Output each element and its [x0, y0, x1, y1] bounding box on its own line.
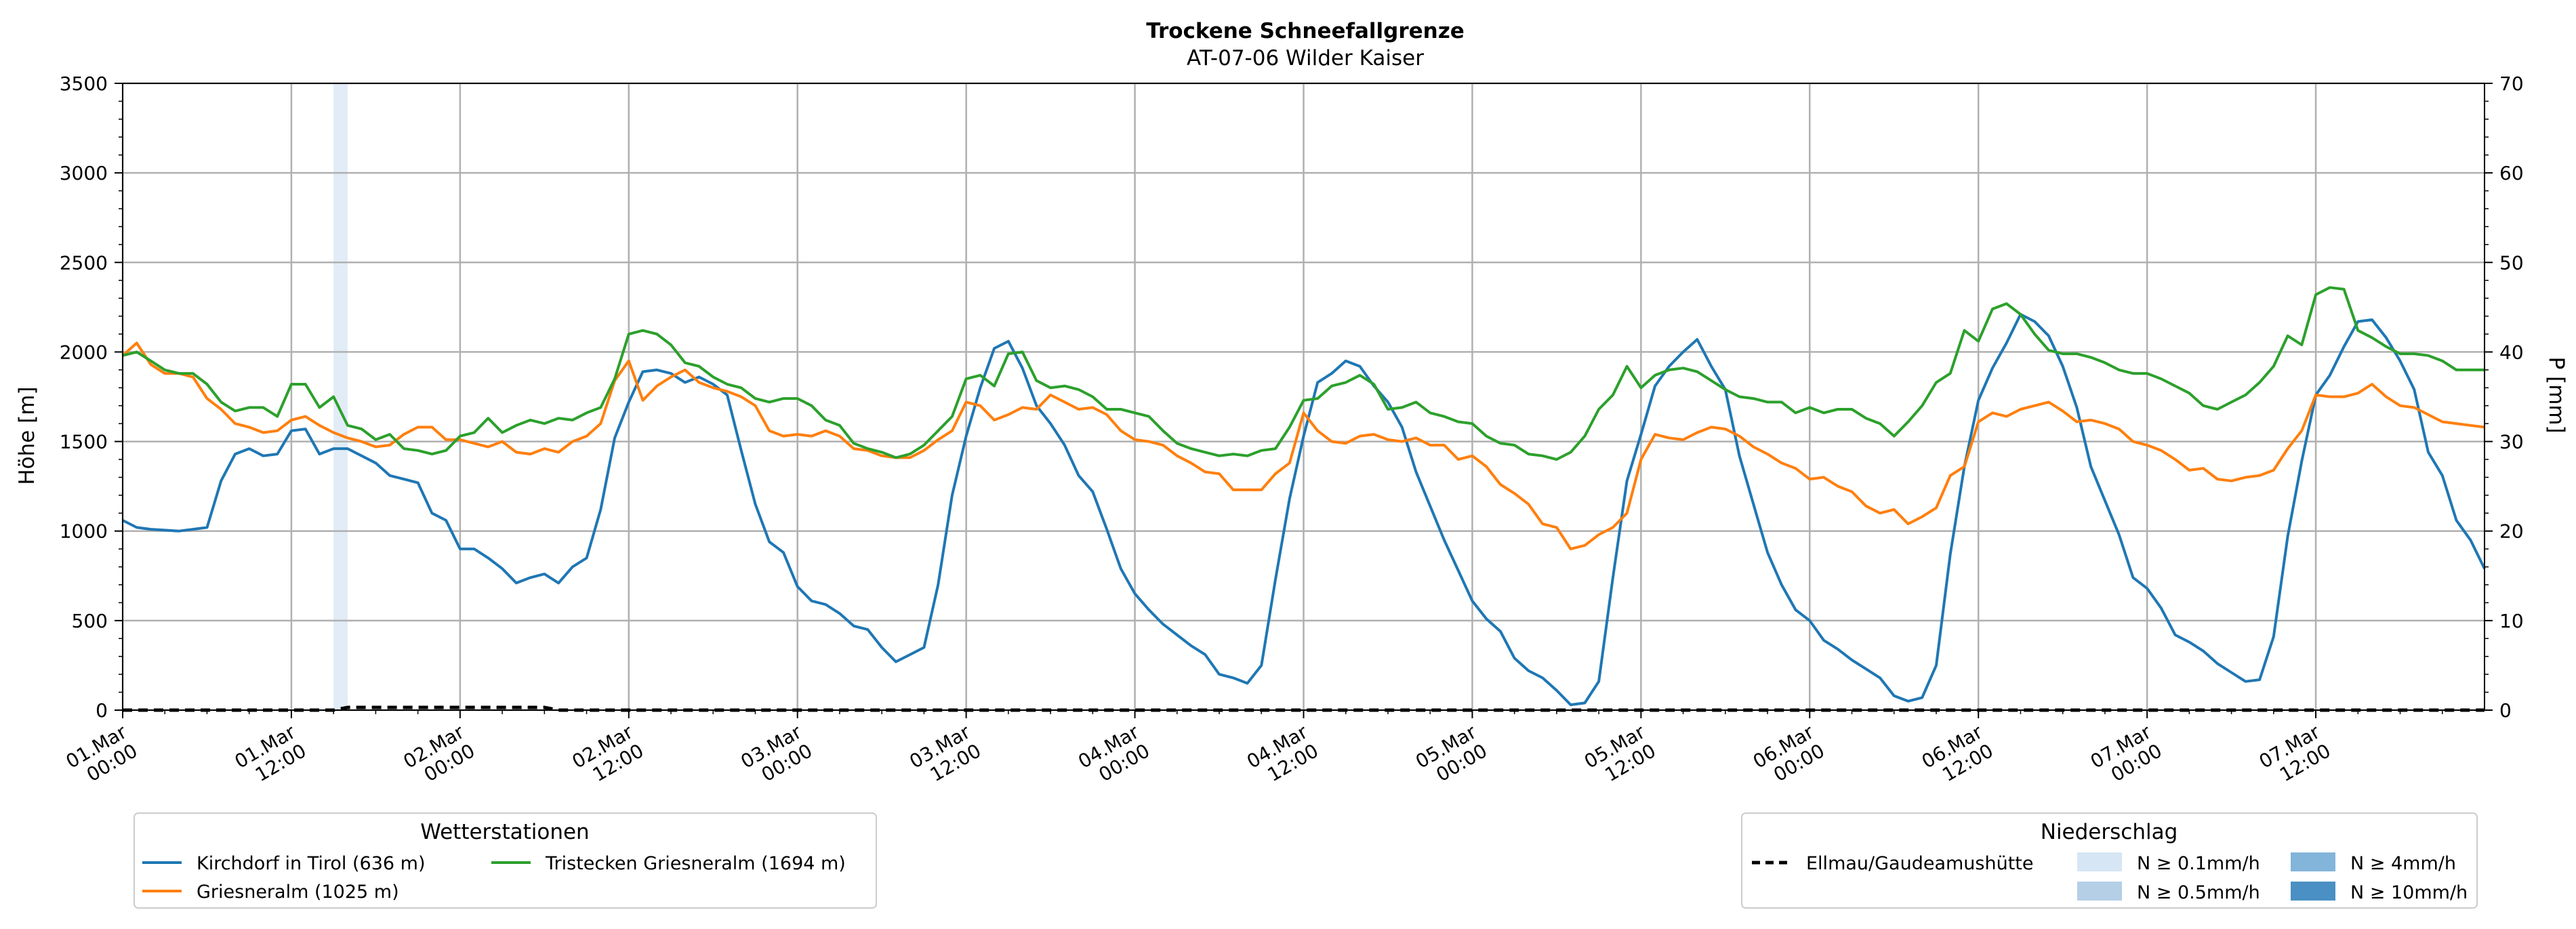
legend-precip-title: Niederschlag	[2041, 820, 2178, 844]
y-tick-label-5: 2500	[60, 251, 108, 274]
y-tick-label-7: 3500	[60, 73, 108, 95]
legend-swatch-level-3	[2291, 852, 2335, 871]
y-right-tick-label-3: 30	[2499, 431, 2524, 453]
y-right-tick-label-1: 10	[2499, 610, 2524, 632]
series-line-1	[121, 342, 2485, 551]
y-tick-label-3: 1500	[60, 431, 108, 453]
legend-swatch-level-2	[2077, 882, 2122, 901]
legend-stations-title: Wetterstationen	[420, 820, 589, 844]
y-right-tick-label-6: 60	[2499, 162, 2524, 184]
y-tick-label-0: 0	[96, 699, 108, 722]
chart-title: Trockene Schneefallgrenze	[1146, 19, 1465, 43]
legend-label-ellmau: Ellmau/Gaudeamushütte	[1806, 853, 2033, 874]
legend-swatch-level-1	[2077, 852, 2122, 871]
legend-stations: Wetterstationen Kirchdorf in Tirol (636 …	[134, 812, 877, 909]
y-right-tick-label-5: 50	[2499, 251, 2524, 274]
precipitation-band	[333, 83, 348, 710]
y-right-tick-label-0: 0	[2499, 699, 2512, 722]
legend-label-tristecken: Tristecken Griesneralm (1694 m)	[545, 853, 846, 874]
y-right-tick-label-2: 20	[2499, 520, 2524, 543]
y-tick-label-1: 500	[72, 610, 108, 632]
legend-label-level-2: N ≥ 0.5mm/h	[2137, 882, 2260, 903]
legend-swatch-level-4	[2291, 882, 2335, 901]
series-line-2	[122, 286, 2485, 461]
y-tick-label-4: 2000	[60, 341, 108, 363]
legend-stations-frame	[134, 812, 877, 909]
y-tick-label-2: 1000	[60, 520, 108, 543]
legend-label-kirchdorf: Kirchdorf in Tirol (636 m)	[197, 853, 425, 874]
precipitation-band-layer	[333, 83, 348, 710]
y-right-tick-label-7: 70	[2499, 73, 2524, 95]
legend-precipitation: Niederschlag Ellmau/Gaudeamushütte N ≥ 0…	[1741, 812, 2478, 909]
legend-label-level-1: N ≥ 0.1mm/h	[2137, 853, 2260, 874]
series-layer	[121, 286, 2486, 707]
y-right-tick-label-4: 40	[2499, 341, 2524, 363]
y-axis-right-label: P [mm]	[2544, 356, 2569, 433]
series-line-0	[122, 312, 2486, 707]
y-axis-label: Höhe [m]	[15, 386, 39, 484]
legend-label-griesneralm: Griesneralm (1025 m)	[197, 882, 399, 903]
legend-label-level-4: N ≥ 10mm/h	[2350, 882, 2468, 903]
legend-label-level-3: N ≥ 4mm/h	[2350, 853, 2456, 874]
chart-subtitle: AT-07-06 Wilder Kaiser	[1187, 46, 1424, 70]
y-tick-label-6: 3000	[60, 162, 108, 184]
